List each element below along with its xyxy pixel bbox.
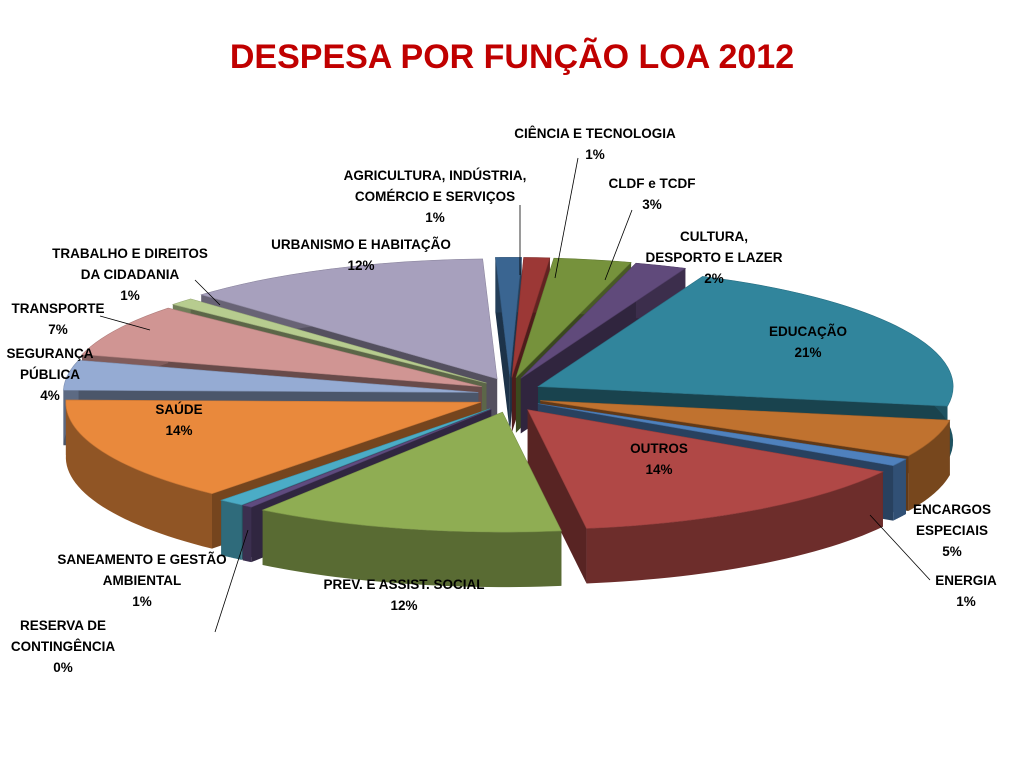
slice-name-label: ESPECIAIS	[916, 523, 988, 538]
pie-slice	[515, 257, 632, 378]
slice-wall	[527, 409, 587, 584]
slice-name-label: COMÉRCIO E SERVIÇOS	[355, 189, 515, 204]
pie-slice	[540, 400, 951, 457]
slice-label: ENCARGOS ESPECIAIS 5%	[913, 502, 991, 559]
slice-percent-label: 12%	[347, 258, 374, 273]
slice-percent-label: 7%	[48, 322, 68, 337]
slice-name-label: TRABALHO E DIREITOS	[52, 246, 208, 261]
slice-label: OUTROS 14%	[630, 441, 688, 477]
slice-name-label: SEGURANÇA	[6, 346, 93, 361]
leader-line	[194, 279, 221, 306]
pie-slice	[537, 276, 954, 407]
slice-label: EDUCAÇÃO 21%	[769, 324, 847, 360]
slice-side	[262, 510, 562, 588]
slice-percent-label: 5%	[942, 544, 962, 559]
leader-line	[99, 315, 151, 331]
pie-slice	[65, 399, 481, 494]
pie-slice	[81, 307, 482, 387]
slice-percent-label: 1%	[132, 594, 152, 609]
pie-slice	[520, 262, 687, 379]
slice-name-label: PREV. E ASSIST. SOCIAL	[323, 577, 484, 592]
slice-label: CULTURA, DESPORTO E LAZER 2%	[645, 229, 782, 286]
slice-percent-label: 12%	[390, 598, 417, 613]
slice-label: ENERGIA 1%	[935, 573, 997, 609]
slice-percent-label: 1%	[585, 147, 605, 162]
slice-label: RESERVA DE CONTINGÊNCIA 0%	[11, 618, 116, 675]
leader-line	[869, 514, 931, 581]
slice-side	[893, 459, 906, 521]
slice-side	[65, 399, 213, 549]
pie-slice	[171, 298, 487, 384]
slice-percent-label: 14%	[165, 423, 192, 438]
pie-slice	[261, 411, 562, 533]
slice-percent-label: 14%	[645, 462, 672, 477]
pie-slice	[511, 257, 551, 378]
slice-percent-label: 4%	[40, 388, 60, 403]
slice-percent-label: 1%	[956, 594, 976, 609]
slice-name-label: PÚBLICA	[20, 367, 80, 382]
slice-name-label: TRANSPORTE	[11, 301, 104, 316]
pie-slice	[527, 409, 884, 529]
slice-name-label: RESERVA DE	[20, 618, 106, 633]
slice-name-label: AGRICULTURA, INDÚSTRIA,	[344, 168, 527, 183]
slice-label: AGRICULTURA, INDÚSTRIA, COMÉRCIO E SERVIÇ…	[344, 168, 527, 225]
slice-name-label: EDUCAÇÃO	[769, 324, 847, 339]
leader-line	[214, 529, 249, 633]
leader-line	[604, 209, 633, 281]
slice-label: CLDF e TCDF 3%	[609, 176, 696, 212]
slice-percent-label: 1%	[120, 288, 140, 303]
slice-name-label: DA CIDADANIA	[81, 267, 180, 282]
slice-side	[908, 420, 950, 512]
pie-slice	[537, 403, 907, 466]
slice-label: SEGURANÇA PÚBLICA 4%	[6, 346, 93, 403]
slice-name-label: DESPORTO E LAZER	[645, 250, 782, 265]
slice-name-label: ENCARGOS	[913, 502, 991, 517]
slice-name-label: CULTURA,	[680, 229, 748, 244]
slice-side	[221, 500, 242, 560]
slice-label: TRANSPORTE 7%	[11, 301, 104, 337]
slice-label: CIÊNCIA E TECNOLOGIA 1%	[514, 126, 676, 162]
slice-label: SAÚDE 14%	[155, 402, 202, 438]
pie-slice	[63, 359, 479, 393]
slice-percent-label: 3%	[642, 197, 662, 212]
slice-name-label: AMBIENTAL	[103, 573, 182, 588]
slice-name-label: SAÚDE	[155, 402, 202, 417]
pie-slice	[495, 257, 522, 378]
chart-title: DESPESA POR FUNÇÃO LOA 2012	[229, 38, 795, 76]
slice-name-label: SANEAMENTO E GESTÃO	[57, 552, 226, 567]
slice-name-label: OUTROS	[630, 441, 688, 456]
pie-slice	[200, 258, 498, 380]
slice-name-label: ENERGIA	[935, 573, 997, 588]
slice-label: URBANISMO E HABITAÇÃO 12%	[271, 237, 451, 273]
slice-side	[586, 471, 883, 584]
pie-slice	[220, 408, 491, 506]
slice-label: TRABALHO E DIREITOS DA CIDADANIA 1%	[52, 246, 208, 303]
slice-name-label: URBANISMO E HABITAÇÃO	[271, 237, 451, 252]
leader-line	[554, 157, 579, 279]
slice-percent-label: 0%	[53, 660, 73, 675]
slice-label: SANEAMENTO E GESTÃO AMBIENTAL 1%	[57, 552, 226, 609]
slice-name-label: CIÊNCIA E TECNOLOGIA	[514, 126, 676, 141]
slice-name-label: CLDF e TCDF	[609, 176, 696, 191]
slice-percent-label: 2%	[704, 271, 724, 286]
pie-slice	[241, 408, 492, 508]
slice-percent-label: 1%	[425, 210, 445, 225]
slice-percent-label: 21%	[794, 345, 821, 360]
slice-name-label: CONTINGÊNCIA	[11, 639, 116, 654]
slice-label: PREV. E ASSIST. SOCIAL 12%	[323, 577, 484, 613]
